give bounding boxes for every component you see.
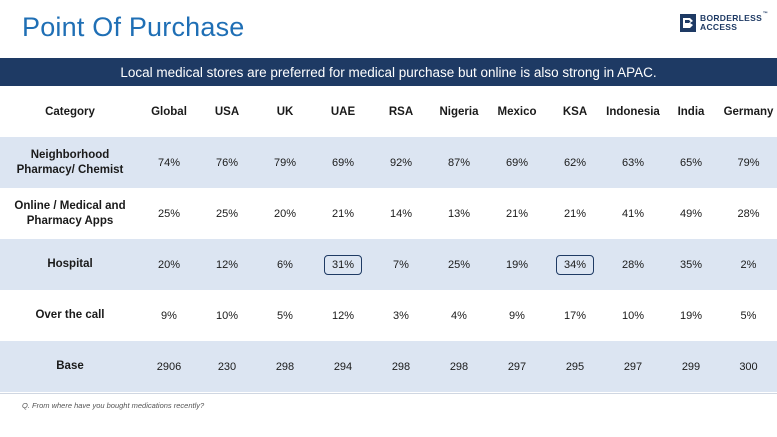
table-cell: 298 [391, 360, 411, 373]
table-cell: 298 [275, 360, 295, 373]
row-label-line: Over the call [35, 309, 105, 321]
table-cell: 297 [507, 360, 527, 373]
table-cell: 28% [737, 207, 760, 220]
table-cell: 63% [621, 156, 645, 169]
table-cell: 79% [737, 156, 760, 169]
table-cell: 5% [277, 309, 293, 322]
row-label-line: Neighborhood [30, 148, 110, 161]
page-title: Point Of Purchase [22, 12, 245, 42]
highlighted-value: 34% [555, 254, 595, 275]
header-cell: Nigeria [439, 105, 479, 118]
row-label: Online / Medical and Pharmacy Apps [0, 188, 140, 239]
table-cell: 41% [621, 207, 645, 220]
table-cell: 294 [333, 360, 353, 373]
row-label: Base [0, 341, 140, 392]
table-cell: 17% [563, 309, 587, 322]
table-cell: 10% [621, 309, 645, 322]
table-cell: 76% [215, 156, 239, 169]
table-cell: 14% [389, 207, 413, 220]
table-cell: 9% [509, 309, 525, 322]
logo-mark-icon [680, 14, 696, 32]
table-cell: 49% [679, 207, 703, 220]
table-cell: 19% [505, 258, 529, 271]
table-header-row: Category Global USA UK UAE RSA Nigeria M… [0, 86, 777, 137]
table-cell: 12% [215, 258, 239, 271]
table-cell: 5% [740, 309, 757, 322]
table-cell: 28% [621, 258, 645, 271]
header-cell: India [677, 105, 705, 118]
table-cell: 31% [314, 239, 372, 290]
table-cell: 10% [215, 309, 239, 322]
table-cell: 19% [679, 309, 703, 322]
row-label: Neighborhood Pharmacy/ Chemist [0, 137, 140, 188]
logo-line2: ACCESS [700, 22, 738, 32]
table-cell: 62% [563, 156, 587, 169]
table-cell: 299 [681, 360, 701, 373]
header-cell: Germany [723, 105, 774, 118]
table-cell: 9% [161, 309, 177, 322]
table-cell: 74% [157, 156, 181, 169]
table-cell: 20% [157, 258, 181, 271]
table-cell: 34% [546, 239, 604, 290]
table-cell: 87% [447, 156, 471, 169]
footnote: Q. From where have you bought medication… [22, 401, 205, 410]
row-label: Hospital [0, 239, 140, 290]
header-cell: RSA [388, 105, 414, 118]
row-label-line: Pharmacy Apps [26, 214, 114, 227]
logo-line1: BORDERLESS [700, 13, 763, 23]
row-label-line: Online / Medical and [14, 199, 126, 212]
table-row: Online / Medical and Pharmacy Apps 25% 25… [0, 188, 777, 239]
header-cell: Mexico [497, 105, 537, 118]
table-cell: 25% [157, 207, 181, 220]
brand-logo: BORDERLESS ACCESS ™ [679, 10, 768, 36]
row-label: Over the call [0, 290, 140, 341]
row-label-line: Base [56, 360, 84, 372]
logo-text: BORDERLESS ACCESS ™ [700, 11, 768, 32]
table-cell: 21% [563, 207, 587, 220]
logo-trademark: ™ [762, 11, 769, 17]
row-label-line: Hospital [47, 258, 93, 270]
header-cell: KSA [562, 105, 588, 118]
table-cell: 2906 [156, 360, 182, 373]
table-row: Hospital 20% 12% 6% 31% 7% 25% 19% 34% 2… [0, 239, 777, 290]
table-cell: 69% [505, 156, 529, 169]
table-cell: 13% [447, 207, 471, 220]
table-cell: 21% [331, 207, 355, 220]
header-cell: UK [276, 105, 294, 118]
table-cell: 6% [277, 258, 293, 271]
table-row: Base 2906 230 298 294 298 298 297 295 29… [0, 341, 777, 392]
table-cell: 92% [389, 156, 413, 169]
table-cell: 300 [739, 360, 758, 373]
table-cell: 230 [217, 360, 237, 373]
header-cell: UAE [330, 105, 356, 118]
table-cell: 69% [331, 156, 355, 169]
table-cell: 25% [215, 207, 239, 220]
header-cell: USA [214, 105, 240, 118]
header-cell: Indonesia [606, 105, 660, 118]
header-cell: Category [45, 105, 95, 118]
row-label-line: Pharmacy/ Chemist [16, 163, 124, 176]
table-cell: 25% [447, 258, 471, 271]
table-cell: 295 [565, 360, 585, 373]
table-cell: 65% [679, 156, 703, 169]
table-cell: 21% [505, 207, 529, 220]
purchase-table: Category Global USA UK UAE RSA Nigeria M… [0, 86, 777, 392]
divider [0, 393, 777, 394]
table-cell: 297 [623, 360, 643, 373]
table-row: Neighborhood Pharmacy/ Chemist 74% 76% 79… [0, 137, 777, 188]
headline-banner: Local medical stores are preferred for m… [0, 58, 777, 86]
table-cell: 12% [331, 309, 355, 322]
table-cell: 2% [740, 258, 757, 271]
table-cell: 4% [451, 309, 467, 322]
table-cell: 3% [393, 309, 409, 322]
table-cell: 298 [449, 360, 469, 373]
table-cell: 7% [393, 258, 409, 271]
header-cell: Global [151, 105, 187, 118]
table-cell: 20% [273, 207, 297, 220]
table-row: Over the call 9% 10% 5% 12% 3% 4% 9% 17%… [0, 290, 777, 341]
highlighted-value: 31% [323, 254, 363, 275]
table-cell: 35% [679, 258, 703, 271]
table-cell: 79% [273, 156, 297, 169]
